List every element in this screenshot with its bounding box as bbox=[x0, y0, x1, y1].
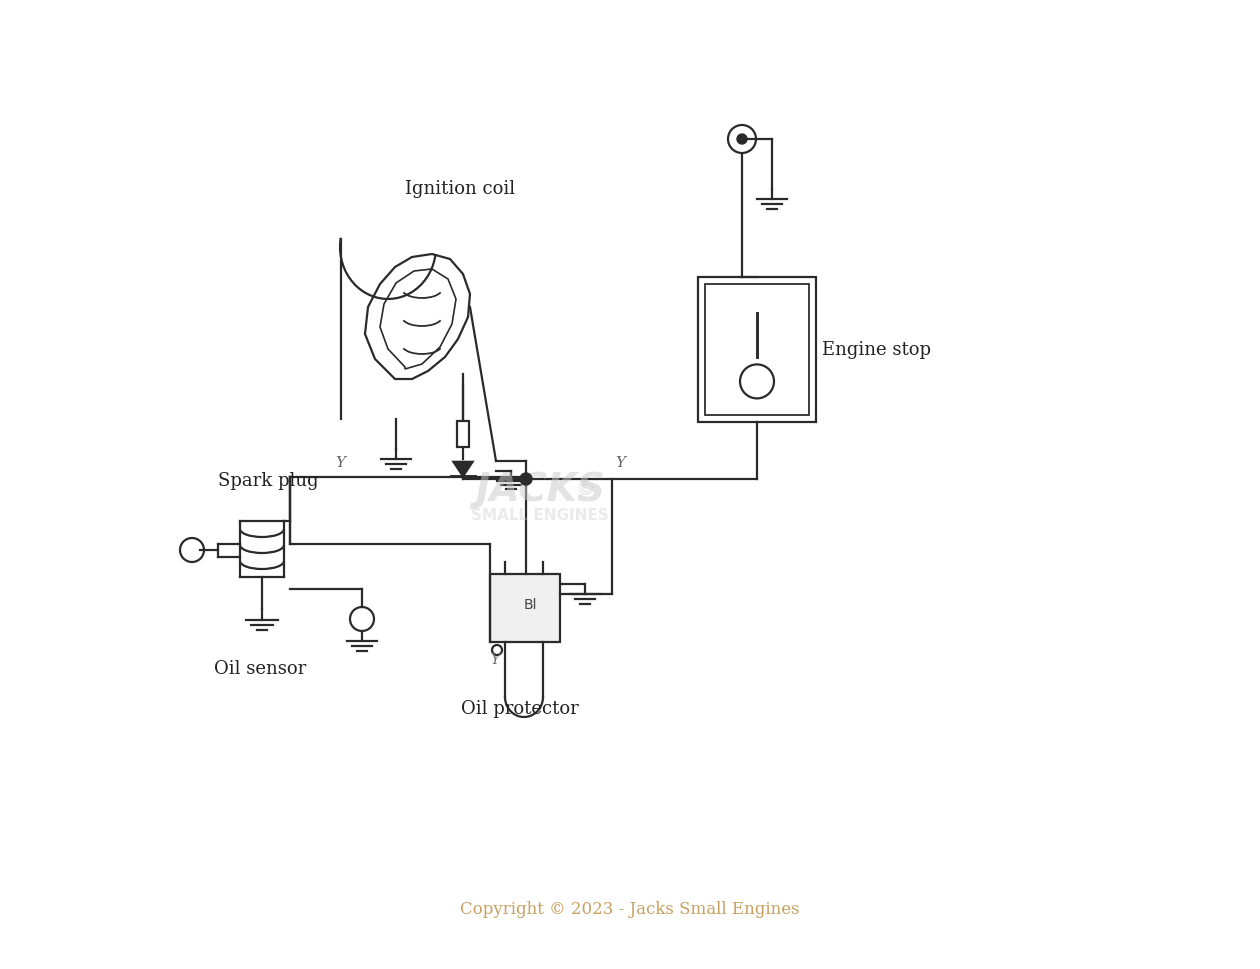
Text: Oil sensor: Oil sensor bbox=[214, 659, 306, 677]
Bar bbox=[457, 422, 469, 448]
Text: Y: Y bbox=[490, 652, 499, 667]
Bar bbox=[490, 575, 559, 642]
Text: Spark plug: Spark plug bbox=[218, 472, 319, 489]
Text: ©: © bbox=[575, 480, 595, 499]
Text: Y: Y bbox=[615, 455, 625, 470]
Bar bbox=[698, 278, 816, 422]
Circle shape bbox=[520, 474, 532, 485]
Bar bbox=[706, 285, 809, 416]
Text: Bl: Bl bbox=[523, 597, 537, 611]
Text: SMALL ENGINES: SMALL ENGINES bbox=[471, 508, 609, 523]
Circle shape bbox=[737, 135, 747, 144]
Text: Copyright © 2023 - Jacks Small Engines: Copyright © 2023 - Jacks Small Engines bbox=[460, 900, 800, 918]
Text: JACKS: JACKS bbox=[475, 471, 605, 509]
Text: Ignition coil: Ignition coil bbox=[404, 180, 515, 198]
Text: Oil protector: Oil protector bbox=[461, 700, 578, 717]
Text: Y: Y bbox=[335, 455, 345, 470]
Text: Engine stop: Engine stop bbox=[822, 341, 931, 359]
Polygon shape bbox=[454, 462, 472, 477]
